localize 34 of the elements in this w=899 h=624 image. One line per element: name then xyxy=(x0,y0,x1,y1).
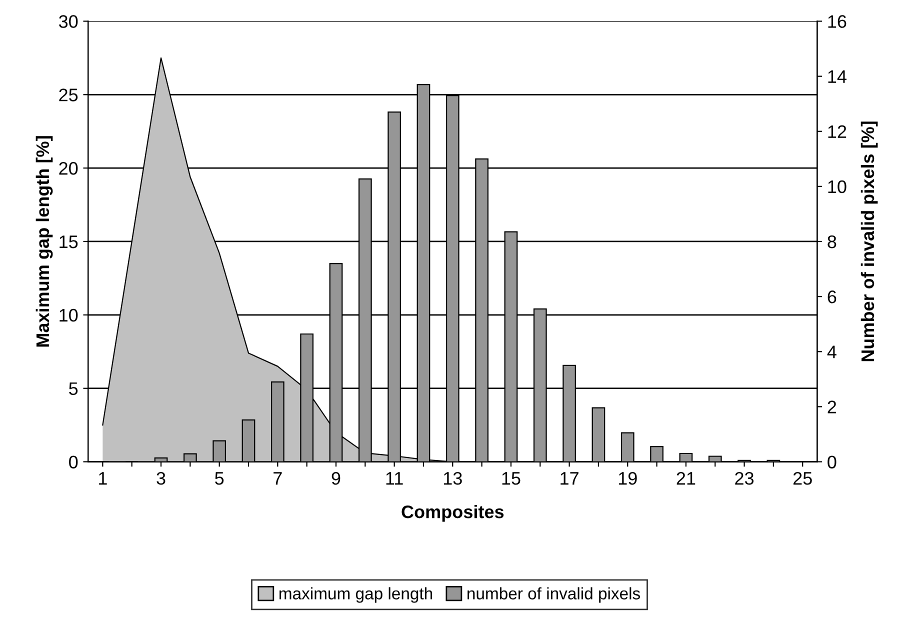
y-tick-label: 10 xyxy=(60,308,78,322)
x-tick-label: 13 xyxy=(444,472,462,485)
x-tick-label: 3 xyxy=(156,472,166,485)
y-tick-label: 30 xyxy=(58,15,78,28)
x-tick-label: 19 xyxy=(618,472,637,485)
y2-tick-label: 0 xyxy=(828,456,836,468)
y2-tick-label: 12 xyxy=(828,125,846,138)
x-tick-label: 17 xyxy=(560,472,578,485)
x-tick-label: 25 xyxy=(793,472,812,485)
y2-tick-label: 10 xyxy=(828,180,846,194)
y2-tick-label: 14 xyxy=(828,70,846,83)
x-tick-label: 11 xyxy=(386,472,403,485)
y2-tick-label: 16 xyxy=(828,15,846,28)
x-tick-label: 9 xyxy=(332,472,340,485)
y-tick-label: 0 xyxy=(69,456,78,468)
legend-label: number of invalid pixels xyxy=(468,587,640,603)
legend-label: maximum gap length xyxy=(280,587,432,603)
x-tick-label: 5 xyxy=(215,472,224,485)
y2-axis-title: Number of invalid pixels [%] xyxy=(860,122,878,362)
x-tick-label: 15 xyxy=(502,472,520,485)
y2-tick-label: 2 xyxy=(828,400,836,414)
y2-tick-label: 6 xyxy=(828,290,836,304)
y-tick-label: 5 xyxy=(69,382,78,396)
y-tick-label: 25 xyxy=(59,88,78,102)
x-tick-label: 1 xyxy=(99,472,107,485)
x-tick-label: 23 xyxy=(735,472,754,485)
x-tick-label: 7 xyxy=(274,472,282,485)
y2-tick-label: 4 xyxy=(827,346,836,358)
y-axis-title: Maximum gap length [%] xyxy=(36,136,53,347)
x-axis-title: Composites xyxy=(402,504,504,522)
y-tick-label: 20 xyxy=(59,162,78,175)
y-tick-label: 15 xyxy=(60,236,78,248)
x-tick-label: 21 xyxy=(676,472,696,485)
y2-tick-label: 8 xyxy=(828,235,836,248)
